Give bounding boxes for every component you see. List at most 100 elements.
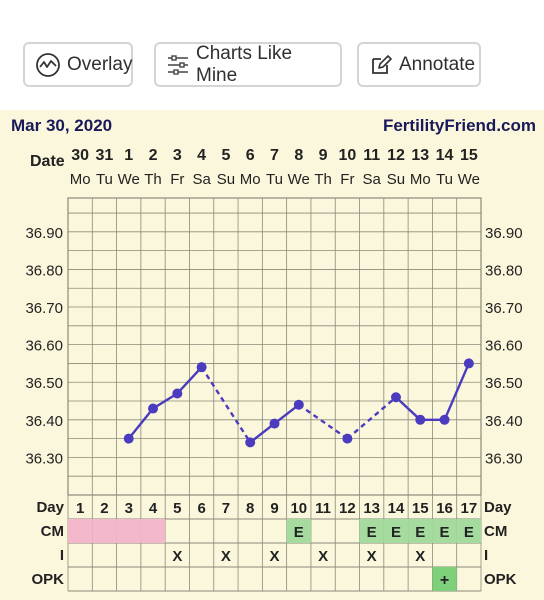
sliders-icon: [168, 54, 188, 75]
y-tick-label-right: 36.80: [485, 262, 523, 279]
cm-value: E: [367, 524, 377, 541]
date-tick-label: 15: [460, 147, 478, 164]
temperature-point: [245, 437, 256, 448]
date-tick-label: 4: [197, 147, 206, 164]
weekday-tick-label: We: [118, 171, 140, 188]
day-number: 16: [436, 500, 453, 517]
weekday-tick-label: Sa: [192, 171, 211, 188]
y-tick-label-right: 36.40: [485, 413, 523, 430]
date-tick-label: 7: [270, 147, 279, 164]
day-number: 3: [125, 500, 133, 517]
temperature-point: [293, 399, 304, 410]
chart-grid: [67, 197, 482, 592]
cm-row-label-right: CM: [484, 523, 507, 540]
overlay-button[interactable]: Overlay: [23, 42, 133, 87]
date-tick-label: 14: [436, 147, 454, 164]
cm-value: E: [294, 524, 304, 541]
date-tick-label: 8: [294, 147, 303, 164]
temperature-segment: [346, 396, 397, 440]
temperature-segment: [395, 396, 422, 421]
weekday-tick-label: We: [458, 171, 480, 188]
weekday-tick-label: Sa: [362, 171, 381, 188]
date-row-label: Date: [30, 153, 65, 170]
date-tick-label: 5: [221, 147, 230, 164]
date-tick-label: 12: [387, 147, 405, 164]
intercourse-mark: X: [269, 548, 279, 565]
cm-value: E: [415, 524, 425, 541]
y-tick-label-right: 36.30: [485, 450, 523, 467]
cm-cell: [116, 519, 141, 543]
day-number: 1: [76, 500, 84, 517]
date-tick-label: 30: [71, 147, 89, 164]
y-tick-label-left: 36.40: [25, 413, 63, 430]
date-tick-label: 11: [363, 147, 380, 164]
date-tick-label: 6: [246, 147, 255, 164]
temperature-segment: [176, 366, 203, 395]
opk-row-label-right: OPK: [484, 571, 517, 588]
day-number: 7: [222, 500, 230, 517]
cm-cell: [432, 519, 457, 543]
temperature-segment: [127, 407, 154, 440]
opk-mark: +: [440, 572, 449, 589]
site-name: FertilityFriend.com: [383, 116, 536, 135]
chart-date-title: Mar 30, 2020: [11, 116, 112, 135]
cm-value: E: [391, 524, 401, 541]
edit-icon: [372, 54, 392, 74]
day-number: 12: [339, 500, 356, 517]
temperature-point: [148, 403, 159, 414]
y-tick-label-left: 36.30: [25, 450, 63, 467]
y-tick-label-left: 36.60: [25, 338, 63, 355]
intercourse-mark: X: [221, 548, 231, 565]
temperature-line: [123, 358, 474, 448]
y-tick-label-left: 36.90: [25, 225, 63, 242]
cm-value: E: [464, 524, 474, 541]
temperature-segment: [200, 366, 252, 444]
weekday-tick-label: Mo: [70, 171, 91, 188]
cm-cell: [408, 519, 433, 543]
weekday-tick-label: Su: [387, 171, 405, 188]
chart-toolbar: Overlay Charts Like Mine Annotate: [0, 0, 544, 110]
cm-row-label: CM: [41, 523, 64, 540]
plot-frame: [67, 197, 482, 496]
weekday-tick-label: Mo: [410, 171, 431, 188]
cm-cell: [140, 519, 166, 543]
overlay-label: Overlay: [67, 53, 133, 75]
temperature-point: [390, 392, 401, 403]
date-tick-label: 3: [173, 147, 182, 164]
cm-cell: [286, 519, 311, 543]
weekday-tick-label: Su: [217, 171, 235, 188]
temperature-point: [196, 362, 207, 373]
cm-cell: [68, 519, 93, 543]
temperature-point: [463, 358, 474, 369]
temperature-segment: [443, 362, 470, 421]
intercourse-row-label-right: I: [484, 547, 488, 564]
temperature-point: [123, 433, 134, 444]
weekday-tick-label: Th: [314, 171, 332, 188]
temperature-segment: [298, 403, 349, 440]
intercourse-mark: X: [415, 548, 425, 565]
day-number: 6: [197, 500, 205, 517]
day-number: 9: [270, 500, 278, 517]
cm-cell: [383, 519, 409, 543]
weekday-tick-label: We: [288, 171, 310, 188]
cm-value: E: [440, 524, 450, 541]
weekday-tick-label: Tu: [96, 171, 113, 188]
date-tick-label: 2: [149, 147, 158, 164]
y-tick-label-right: 36.90: [485, 225, 523, 242]
day-number: 15: [412, 500, 429, 517]
y-tick-label-right: 36.60: [485, 338, 523, 355]
day-number: 4: [149, 500, 158, 517]
charts-like-mine-button[interactable]: Charts Like Mine: [154, 42, 342, 87]
day-number: 10: [290, 500, 307, 517]
temperature-segment: [273, 403, 300, 425]
annotate-button[interactable]: Annotate: [357, 42, 481, 87]
cm-cell: [359, 519, 384, 543]
day-number: 5: [173, 500, 181, 517]
intercourse-row-label: I: [60, 547, 64, 564]
date-tick-label: 31: [96, 147, 114, 164]
y-tick-label-left: 36.70: [25, 300, 63, 317]
day-number: 8: [246, 500, 254, 517]
temperature-point: [172, 388, 183, 399]
opk-cell: [432, 567, 457, 591]
